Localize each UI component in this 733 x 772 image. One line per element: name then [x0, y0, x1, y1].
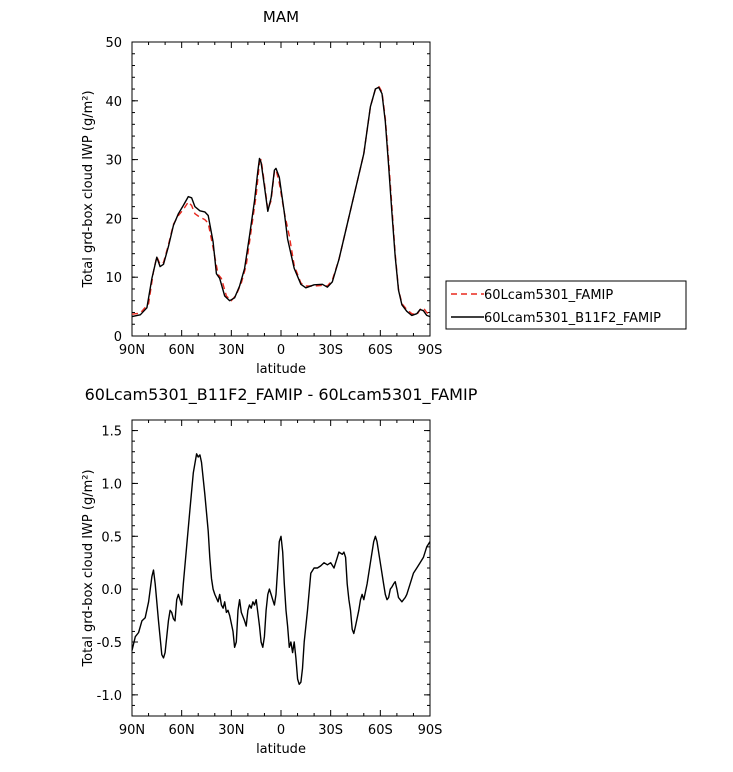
- x-axis-label: latitude: [256, 742, 306, 757]
- x-tick-label: 90N: [119, 723, 145, 738]
- y-axis-label: Total grd-box cloud IWP (g/m²): [81, 469, 96, 667]
- y-tick-label: 30: [105, 154, 122, 169]
- x-tick-label: 90S: [418, 723, 443, 738]
- legend-label-2: 60Lcam5301_B11F2_FAMIP: [484, 311, 661, 326]
- legend-label-1: 60Lcam5301_FAMIP: [484, 288, 613, 303]
- y-tick-label: 20: [105, 212, 122, 227]
- x-tick-label: 60N: [169, 723, 195, 738]
- x-axis-label: latitude: [256, 362, 306, 377]
- y-tick-label: 10: [105, 271, 122, 286]
- y-tick-label: 1.0: [101, 477, 122, 492]
- x-tick-label: 30N: [218, 723, 244, 738]
- y-tick-label: -0.5: [97, 636, 122, 651]
- y-tick-label: 1.5: [101, 425, 122, 440]
- x-tick-label: 30N: [218, 343, 244, 358]
- x-tick-label: 90S: [418, 343, 443, 358]
- x-tick-label: 60N: [169, 343, 195, 358]
- plot-frame: [131, 419, 431, 717]
- y-tick-label: -1.0: [97, 689, 122, 704]
- legend: 60Lcam5301_FAMIP 60Lcam5301_B11F2_FAMIP: [445, 280, 687, 330]
- x-tick-label: 90N: [119, 343, 145, 358]
- y-tick-label: 0: [114, 330, 122, 345]
- y-axis-label: Total grd-box cloud IWP (g/m²): [81, 90, 96, 288]
- chart-title: 60Lcam5301_B11F2_FAMIP - 60Lcam5301_FAMI…: [85, 385, 478, 405]
- y-tick-label: 40: [105, 95, 122, 110]
- x-tick-label: 0: [277, 343, 285, 358]
- series-line-2: [131, 86, 431, 318]
- x-tick-label: 60S: [368, 723, 393, 738]
- x-tick-label: 30S: [318, 343, 343, 358]
- y-tick-label: 50: [105, 36, 122, 51]
- series-line-1: [131, 453, 431, 685]
- top-chart: MAM 90N 60N 30N 0 30S 60S 90S 0 10 20 30 40 50 latitud…: [81, 8, 687, 377]
- x-tick-label: 60S: [368, 343, 393, 358]
- chart-title: MAM: [263, 8, 299, 26]
- x-tick-label: 30S: [318, 723, 343, 738]
- x-tick-label: 0: [277, 723, 285, 738]
- difference-chart: 60Lcam5301_B11F2_FAMIP - 60Lcam5301_FAMI…: [81, 385, 478, 757]
- y-tick-label: 0.0: [101, 583, 122, 598]
- legend-box: [445, 280, 687, 330]
- y-tick-label: 0.5: [101, 530, 122, 545]
